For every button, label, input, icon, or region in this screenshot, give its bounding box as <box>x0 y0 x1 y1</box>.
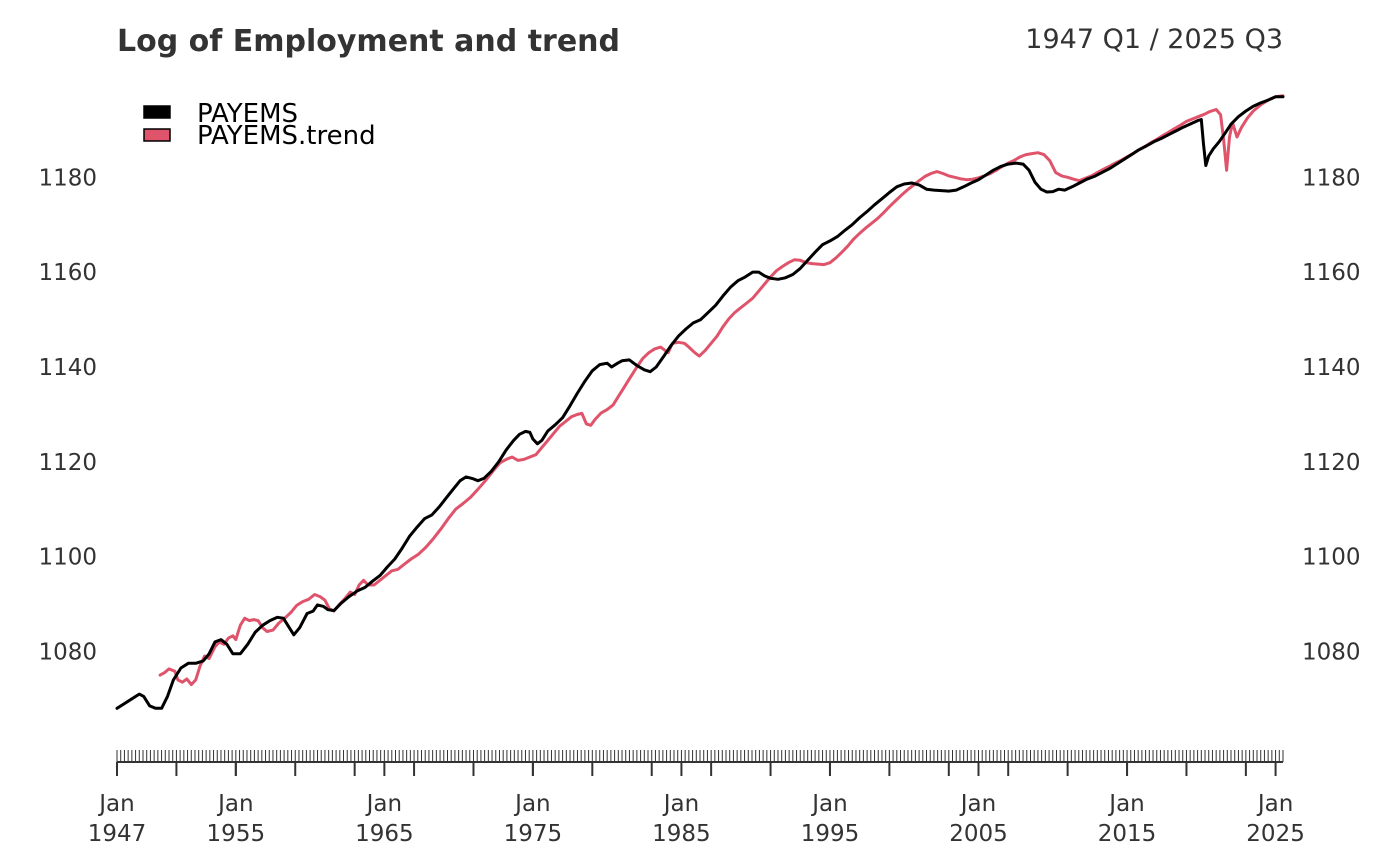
legend-label-payems: PAYEMS <box>197 99 298 129</box>
y-tick-label-right-1120: 1120 <box>1302 450 1361 476</box>
legend-swatch-payems-trend <box>143 128 171 142</box>
x-tick-label-year-1955: 1955 <box>207 821 266 847</box>
x-tick-label-year-1975: 1975 <box>504 821 563 847</box>
x-tick-label-year-1985: 1985 <box>652 821 711 847</box>
y-tick-label-right-1100: 1100 <box>1302 545 1361 571</box>
legend-label-payems-trend: PAYEMS.trend <box>197 121 376 151</box>
legend-swatch-payems <box>143 105 171 119</box>
y-tick-label-left-1180: 1180 <box>38 165 97 191</box>
x-tick-label-month-1995: Jan <box>810 791 847 817</box>
y-tick-label-right-1140: 1140 <box>1302 355 1361 381</box>
y-axis-left: 1080 1100 1120 1140 1160 1180 <box>38 165 97 665</box>
y-axis-right: 1080 1100 1120 1140 1160 1180 <box>1302 165 1361 665</box>
x-tick-label-month-1947: Jan <box>97 791 134 817</box>
x-tick-label-year-2005: 2005 <box>949 821 1008 847</box>
y-tick-label-right-1080: 1080 <box>1302 639 1361 665</box>
series-line-payems <box>115 95 1285 710</box>
x-tick-label-month-2015: Jan <box>1107 791 1144 817</box>
legend: PAYEMS PAYEMS.trend <box>143 99 376 151</box>
x-tick-label-year-1995: 1995 <box>801 821 860 847</box>
y-tick-label-left-1120: 1120 <box>38 450 97 476</box>
x-tick-label-year-2015: 2015 <box>1098 821 1157 847</box>
y-tick-label-left-1100: 1100 <box>38 545 97 571</box>
x-tick-label-month-1965: Jan <box>365 791 402 817</box>
x-tick-label-year-1947: 1947 <box>88 821 147 847</box>
x-tick-label-month-1955: Jan <box>216 791 253 817</box>
series-line-payems-trend <box>158 94 1285 687</box>
x-tick-label-year-2025: 2025 <box>1246 821 1305 847</box>
x-tick-label-month-1975: Jan <box>513 791 550 817</box>
y-tick-label-left-1160: 1160 <box>38 260 97 286</box>
chart-title: Log of Employment and trend <box>117 24 620 59</box>
y-tick-label-left-1080: 1080 <box>38 639 97 665</box>
x-tick-label-month-2005: Jan <box>959 791 996 817</box>
y-tick-label-right-1160: 1160 <box>1302 260 1361 286</box>
y-tick-label-right-1180: 1180 <box>1302 165 1361 191</box>
x-tick-label-month-2025: Jan <box>1256 791 1293 817</box>
x-tick-label-year-1965: 1965 <box>355 821 414 847</box>
x-axis: Jan 1947 Jan 1955 Jan 1965 Jan 1975 Jan 1985 Jan 19… <box>88 750 1305 847</box>
plot-lines <box>115 94 1285 710</box>
y-tick-label-left-1140: 1140 <box>38 355 97 381</box>
x-tick-label-month-1985: Jan <box>662 791 699 817</box>
chart-date-range: 1947 Q1 / 2025 Q3 <box>1025 24 1283 55</box>
